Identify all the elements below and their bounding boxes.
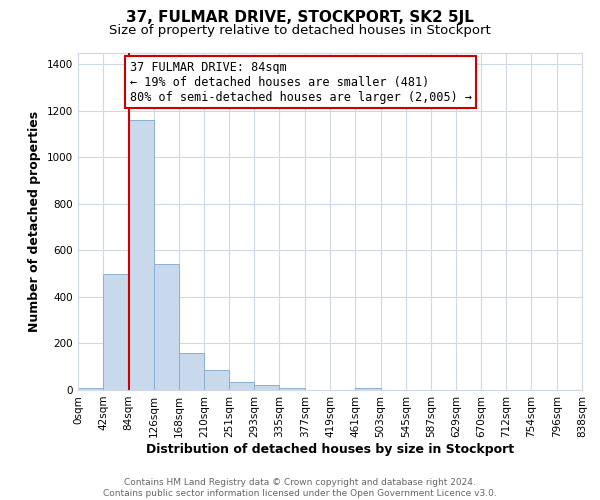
Bar [205, 370, 229, 390]
Bar [355, 388, 380, 390]
Text: Size of property relative to detached houses in Stockport: Size of property relative to detached ho… [109, 24, 491, 37]
Bar [78, 388, 103, 390]
Bar [280, 388, 305, 390]
Bar [254, 386, 280, 390]
Text: Contains HM Land Registry data © Crown copyright and database right 2024.
Contai: Contains HM Land Registry data © Crown c… [103, 478, 497, 498]
X-axis label: Distribution of detached houses by size in Stockport: Distribution of detached houses by size … [146, 442, 514, 456]
Y-axis label: Number of detached properties: Number of detached properties [28, 110, 41, 332]
Bar [103, 274, 128, 390]
Bar [128, 120, 154, 390]
Text: 37, FULMAR DRIVE, STOCKPORT, SK2 5JL: 37, FULMAR DRIVE, STOCKPORT, SK2 5JL [126, 10, 474, 25]
Text: 37 FULMAR DRIVE: 84sqm
← 19% of detached houses are smaller (481)
80% of semi-de: 37 FULMAR DRIVE: 84sqm ← 19% of detached… [130, 60, 472, 104]
Bar [154, 264, 179, 390]
Bar [179, 353, 205, 390]
Bar [229, 382, 254, 390]
